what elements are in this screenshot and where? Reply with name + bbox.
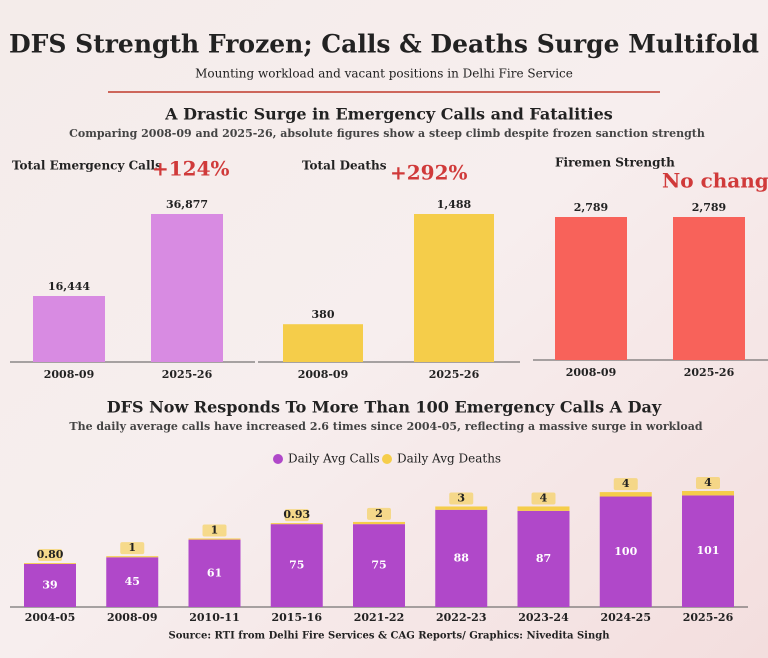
value-label: 1	[128, 541, 136, 554]
bar	[33, 296, 105, 362]
x-tick-label: 2021-22	[354, 611, 405, 624]
label-chip	[367, 507, 391, 520]
value-label: 2	[375, 507, 383, 520]
bar-segment	[435, 506, 488, 510]
label-chip	[120, 542, 145, 555]
bar	[283, 324, 363, 362]
bar-segment	[270, 523, 323, 525]
x-tick-label: 2008-09	[566, 366, 617, 379]
legend-label: Daily Avg Deaths	[397, 452, 501, 466]
annotation: +292%	[390, 161, 468, 185]
bar-segment	[24, 563, 76, 607]
label-chip	[38, 549, 62, 562]
value-label: 2,789	[692, 201, 726, 214]
x-tick-label: 2008-09	[107, 611, 158, 624]
legend-label: Daily Avg Calls	[288, 452, 380, 466]
value-label: 100	[614, 545, 637, 558]
value-label: 16,444	[48, 280, 90, 293]
bar-segment	[188, 539, 241, 607]
value-label: 88	[454, 551, 470, 564]
chart-title: DFS Now Responds To More Than 100 Emerge…	[107, 398, 662, 417]
annotation: +124%	[152, 157, 230, 181]
value-label: 2,789	[574, 201, 608, 214]
section-subtitle: Comparing 2008-09 and 2025-26, absolute …	[69, 127, 705, 140]
value-label: 4	[540, 491, 548, 504]
annotation: No change	[662, 169, 768, 193]
legend-swatch	[273, 454, 283, 464]
x-tick-label: 2025-26	[684, 366, 735, 379]
label-chip	[449, 492, 474, 505]
x-tick-label: 2015-16	[272, 611, 323, 624]
bar-segment	[106, 557, 159, 607]
value-label: 0.80	[37, 548, 64, 561]
value-label: 4	[704, 476, 712, 489]
legend-swatch	[382, 454, 392, 464]
label-chip	[284, 509, 309, 522]
x-tick-label: 2023-24	[518, 611, 569, 624]
bar-segment	[682, 491, 734, 496]
label-chip	[613, 478, 638, 491]
value-label: 36,877	[166, 198, 208, 211]
x-tick-label: 2022-23	[436, 611, 487, 624]
bar-segment	[353, 521, 405, 525]
value-label: 4	[622, 477, 630, 490]
value-label: 39	[42, 578, 57, 591]
bar-segment	[682, 495, 734, 607]
value-label: 75	[289, 559, 304, 572]
x-tick-label: 2025-26	[162, 368, 213, 381]
label-chip	[202, 524, 227, 537]
chart-title: Total Deaths	[302, 159, 387, 173]
x-tick-label: 2010-11	[189, 611, 240, 624]
chart-title: Firemen Strength	[555, 156, 675, 170]
bar	[414, 214, 494, 362]
chart-subtitle: The daily average calls have increased 2…	[69, 420, 703, 433]
bar-segment	[24, 563, 76, 564]
bar	[555, 217, 627, 360]
label-chip	[696, 477, 720, 489]
x-tick-label: 2025-26	[683, 611, 734, 624]
value-label: 1	[211, 524, 219, 537]
title: DFS Strength Frozen; Calls & Deaths Surg…	[9, 30, 759, 59]
bar-segment	[188, 538, 241, 540]
x-tick-label: 2024-25	[601, 611, 652, 624]
bar	[673, 217, 745, 360]
subtitle: Mounting workload and vacant positions i…	[195, 67, 573, 81]
x-tick-label: 2008-09	[298, 368, 349, 381]
value-label: 45	[125, 575, 140, 588]
bar-segment	[353, 524, 405, 607]
value-label: 380	[312, 308, 335, 321]
value-label: 75	[371, 559, 386, 572]
x-tick-label: 2025-26	[429, 368, 480, 381]
value-label: 3	[457, 491, 465, 504]
chart-title: Total Emergency Calls	[12, 159, 162, 173]
value-label: 87	[536, 552, 551, 565]
value-label: 101	[697, 544, 720, 557]
bar	[151, 214, 223, 362]
value-label: 1,488	[437, 198, 472, 211]
bar-segment	[599, 496, 652, 607]
x-tick-label: 2004-05	[25, 611, 76, 624]
bar-segment	[435, 509, 488, 607]
bar-segment	[517, 506, 570, 511]
bar-segment	[599, 492, 652, 497]
bar-segment	[270, 524, 323, 607]
value-label: 61	[207, 566, 222, 579]
label-chip	[531, 492, 556, 505]
bar-segment	[517, 510, 570, 607]
value-label: 0.93	[283, 508, 310, 521]
section-title: A Drastic Surge in Emergency Calls and F…	[164, 105, 613, 124]
source: Source: RTI from Delhi Fire Services & C…	[168, 631, 610, 642]
x-tick-label: 2008-09	[44, 368, 95, 381]
bar-segment	[106, 556, 159, 558]
